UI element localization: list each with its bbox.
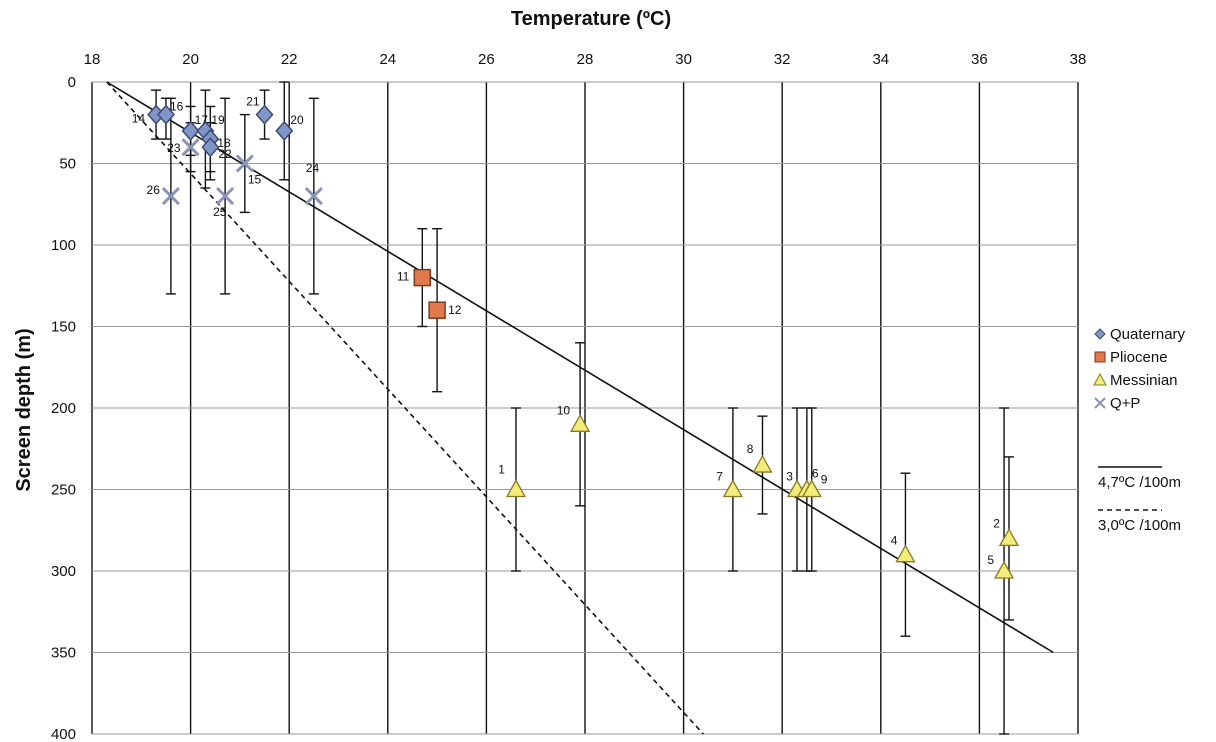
x-tick-label: 18 [84, 51, 101, 68]
y-tick-label: 350 [51, 645, 76, 662]
quaternary-point [156, 104, 175, 125]
legend-item: Q+P [1094, 395, 1140, 412]
line-legend-solid-label: 4,7ºC /100m [1098, 474, 1181, 491]
x-tick-label: 34 [872, 51, 889, 68]
legend-marker [1094, 328, 1106, 340]
y-tick-label: 0 [68, 74, 76, 91]
point-label: 2 [993, 516, 1000, 530]
x-marker-stroke [235, 154, 254, 173]
legend-marker [1094, 397, 1106, 409]
messinian-point [752, 454, 773, 473]
point-label: 14 [132, 112, 146, 126]
line-legend-dashed-label: 3,0ºC /100m [1098, 517, 1181, 534]
x-axis-title: Temperature (ºC) [511, 8, 671, 30]
x-tick-label: 22 [281, 51, 298, 68]
legend-label: Pliocene [1110, 349, 1168, 366]
point-label: 1 [498, 463, 505, 477]
tick-labels: 18 20 22 24 26 28 30 32 34 36 38050100150200250300… [51, 51, 1086, 742]
point-label: 10 [557, 403, 571, 417]
messinian-point [801, 479, 822, 498]
q-p-point [235, 154, 254, 173]
legend-item: Quaternary [1094, 326, 1186, 343]
point-label: 4 [891, 534, 898, 548]
quaternary-point [255, 104, 274, 125]
q-p-point [304, 187, 323, 206]
point-label: 9 [821, 473, 828, 487]
y-tick-label: 250 [51, 482, 76, 499]
legend-item: Messinian [1093, 372, 1178, 389]
point-label: 17 [195, 113, 209, 127]
point-label: 8 [747, 442, 754, 456]
y-tick-label: 100 [51, 237, 76, 254]
messinian-point [998, 528, 1020, 547]
markers [147, 104, 1020, 579]
quaternary-point [201, 137, 220, 158]
x-marker-stroke [216, 187, 235, 206]
x-tick-label: 38 [1070, 51, 1087, 68]
y-tick-label: 50 [59, 156, 76, 173]
point-label: 5 [987, 553, 994, 567]
point-label: 25 [213, 205, 227, 219]
point-label: 16 [170, 100, 184, 114]
x-tick-label: 28 [577, 51, 594, 68]
x-marker-stroke [304, 187, 323, 206]
point-label: 19 [211, 113, 225, 127]
x-tick-label: 32 [774, 51, 791, 68]
legend-marker [1093, 372, 1107, 386]
messinian-point [895, 544, 916, 563]
x-tick-label: 24 [379, 51, 396, 68]
quaternary-point [181, 120, 200, 142]
point-label: 21 [246, 95, 260, 109]
point-label: 15 [248, 173, 262, 187]
legend-label: Q+P [1110, 395, 1140, 412]
x-tick-label: 20 [182, 51, 199, 68]
point-label: 18 [217, 136, 231, 150]
y-tick-label: 150 [51, 319, 76, 336]
point-label: 24 [306, 161, 320, 175]
quaternary-point [275, 120, 294, 142]
point-label: 23 [167, 141, 181, 155]
point-label: 6 [812, 467, 819, 481]
x-marker-stroke [181, 138, 200, 157]
trend-line-dashed [106, 81, 704, 735]
point-label: 26 [147, 183, 161, 197]
point-label: 11 [397, 270, 410, 284]
y-tick-label: 200 [51, 400, 76, 417]
point-label: 22 [218, 147, 232, 161]
x-tick-label: 30 [675, 51, 692, 68]
point-label: 12 [448, 303, 462, 317]
legend-item: Pliocene [1094, 349, 1168, 366]
q-p-point [161, 187, 180, 206]
messinian-point [722, 479, 744, 498]
messinian-point [569, 413, 591, 432]
x-tick-label: 36 [971, 51, 988, 68]
y-axis-title: Screen depth (m) [13, 328, 35, 491]
q-p-point [216, 187, 235, 206]
point-label: 3 [786, 470, 793, 484]
point-label: 20 [290, 113, 304, 127]
legend-label: Quaternary [1110, 326, 1186, 343]
legend-label: Messinian [1110, 372, 1178, 389]
messinian-point [993, 560, 1015, 579]
q-p-point [181, 138, 200, 157]
y-tick-label: 300 [51, 563, 76, 580]
pliocene-point [428, 301, 446, 319]
y-tick-label: 400 [51, 726, 76, 742]
grid [91, 81, 1079, 735]
point-label: 7 [716, 470, 723, 484]
legend-marker [1094, 351, 1106, 363]
messinian-point [505, 479, 527, 498]
x-tick-label: 26 [478, 51, 495, 68]
line-legend: 4,7ºC /100m 3,0ºC /100m [1098, 466, 1181, 534]
x-marker-stroke [161, 187, 180, 206]
pliocene-point [413, 268, 432, 287]
legend: Quaternary Pliocene Messinian Q+P [1093, 326, 1186, 412]
